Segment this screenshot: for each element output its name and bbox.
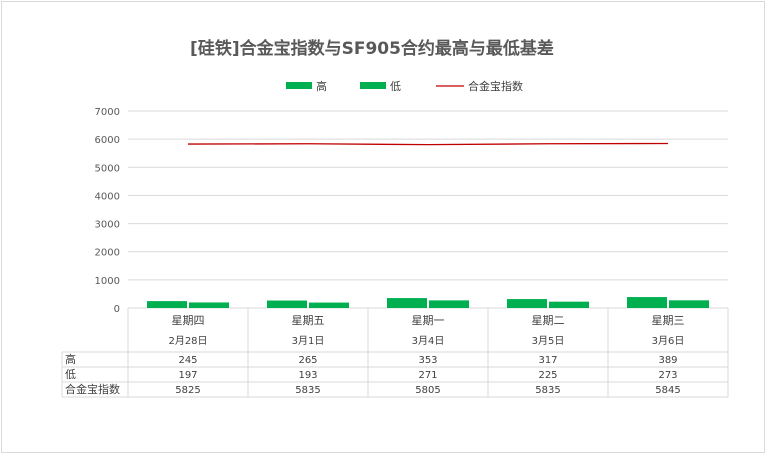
- bar-high: [627, 297, 667, 308]
- table-cell: 5835: [295, 385, 320, 396]
- category-weekday: 星期四: [172, 314, 205, 327]
- bar-low: [549, 301, 589, 308]
- table-cell: 353: [418, 355, 437, 366]
- category-date: 2月28日: [168, 335, 207, 347]
- category-weekday: 星期一: [412, 314, 445, 327]
- line-index: [187, 142, 669, 146]
- category-weekday: 星期三: [652, 314, 685, 327]
- category-date: 3月6日: [652, 335, 685, 347]
- table-row-label: 高: [65, 352, 76, 366]
- table-row-label: 合金宝指数: [65, 382, 120, 396]
- table-cell: 271: [418, 370, 437, 381]
- y-tick-label: 2000: [95, 248, 120, 259]
- y-tick-label: 0: [114, 304, 120, 315]
- table-cell: 273: [658, 370, 677, 381]
- category-date: 3月4日: [412, 335, 445, 347]
- legend-swatch: [286, 82, 312, 89]
- table-cell: 5835: [535, 385, 560, 396]
- table-cell: 5825: [175, 385, 200, 396]
- bar-low: [429, 300, 469, 308]
- gridlines: [128, 110, 728, 309]
- table-cell: 197: [178, 370, 197, 381]
- legend: 高 低 合金宝指数: [286, 79, 523, 93]
- category-date: 3月1日: [292, 335, 325, 347]
- table-cell: 5805: [415, 385, 440, 396]
- legend-label: 低: [390, 80, 401, 93]
- y-tick-label: 7000: [95, 107, 120, 118]
- series-lines: [187, 142, 669, 146]
- bar-high: [267, 300, 307, 308]
- table-cell: 317: [538, 355, 557, 366]
- y-tick-label: 4000: [95, 191, 120, 202]
- bar-high: [507, 299, 547, 308]
- table-cell: 225: [538, 370, 557, 381]
- bars: [147, 297, 709, 308]
- legend-label: 高: [316, 79, 327, 93]
- y-tick-label: 5000: [95, 163, 120, 174]
- bar-low: [309, 302, 349, 308]
- category-weekday: 星期五: [292, 314, 325, 327]
- category-weekday: 星期二: [532, 314, 565, 327]
- legend-label: 合金宝指数: [468, 79, 523, 93]
- chart-title: [硅铁]合金宝指数与SF905合约最高与最低基差: [190, 38, 554, 59]
- table-cell: 265: [298, 355, 317, 366]
- y-tick-label: 3000: [95, 220, 120, 231]
- legend-swatch: [360, 82, 386, 89]
- table-cell: 193: [298, 370, 317, 381]
- table-row-label: 低: [65, 368, 76, 381]
- y-tick-label: 1000: [95, 276, 120, 287]
- category-date: 3月5日: [532, 335, 565, 347]
- table-cell: 245: [178, 355, 197, 366]
- bar-low: [669, 300, 709, 308]
- bar-low: [189, 302, 229, 308]
- table-cell: 5845: [655, 385, 680, 396]
- bar-high: [147, 301, 187, 308]
- bar-high: [387, 298, 427, 308]
- y-tick-label: 6000: [95, 135, 120, 146]
- y-axis-ticks: 0 1000 2000 3000 4000 5000 6000 7000: [95, 107, 120, 315]
- table-cell: 389: [658, 355, 677, 366]
